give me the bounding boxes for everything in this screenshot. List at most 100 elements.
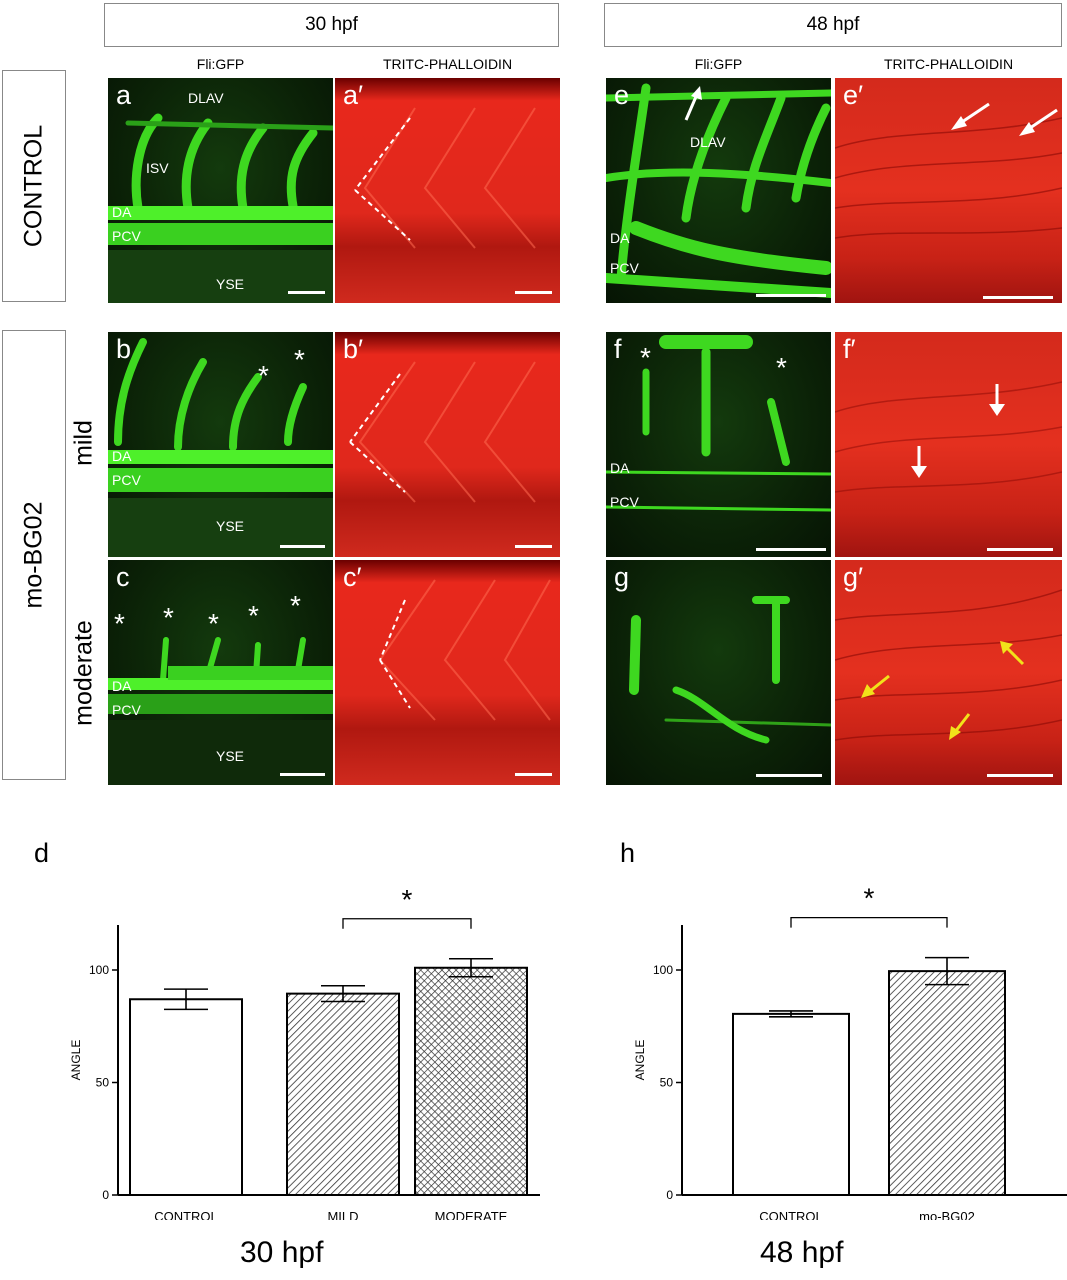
row-label-mild-text: mild [69,419,98,466]
label-da: DA [610,230,630,246]
asterisk: * [208,608,219,639]
panel-letter: f′ [843,334,856,364]
category-label: CONTROL [154,1209,218,1220]
panel-e2-phalloidin-control-48: e′ [835,78,1062,303]
scale-bar [515,773,552,776]
panel-letter: b [116,334,132,364]
y-tick-label: 0 [102,1188,109,1202]
arrow-icon [951,102,990,130]
y-axis-title: ANGLE [69,1040,83,1081]
panel-f2-phalloidin-mild-48: f′ [835,332,1062,557]
panel-letter: e′ [843,80,864,110]
bar [286,992,400,1196]
label-pcv: PCV [112,702,141,718]
y-tick-label: 100 [89,963,109,977]
arrow-icon [911,446,927,478]
scale-bar [756,774,822,777]
significance-bracket [342,918,472,929]
label-da: DA [112,204,132,220]
asterisk: * [776,352,787,383]
bar [129,998,243,1196]
panel-f-fli-mild-48: f * * DA PCV [606,332,831,557]
category-label: CONTROL [759,1209,823,1220]
scale-bar [515,545,552,548]
bar [732,1012,850,1196]
chart-d-30hpf-angle: 0 50 100 ANGLE CONTROL MILD MODERATE * [69,884,540,1220]
asterisk: * [248,600,259,631]
label-yse: YSE [216,748,245,764]
label-pcv: PCV [610,494,639,510]
arrow-icon [684,86,702,121]
panel-letter: f [614,334,622,364]
yellow-arrow-icon [861,674,890,698]
col-header-fli-48: Fli:GFP [694,56,743,72]
label-pcv: PCV [610,260,639,276]
category-label: MODERATE [435,1209,508,1220]
label-pcv: PCV [112,228,141,244]
scale-bar [288,291,325,294]
panel-b-fli-mild-30: b * * DA PCV YSE [108,332,333,557]
bar [414,966,528,1196]
scale-bar [983,296,1053,299]
label-yse: YSE [216,276,245,292]
muscle-graphic [354,107,536,249]
muscle-graphic [349,361,536,503]
panel-letter: a [116,80,132,110]
muscle-graphic [835,589,1062,741]
scale-bar [280,773,325,776]
muscle-graphic [835,381,1062,493]
panel-letter: b′ [343,334,364,364]
label-da: DA [112,678,132,694]
row-label-mild: mild [62,330,106,555]
y-tick-label: 0 [666,1188,673,1202]
label-yse: YSE [216,518,245,534]
scale-bar [987,548,1053,551]
col-header-phalloidin-48: TRITC-PHALLOIDIN [883,56,1014,72]
scale-bar [987,774,1053,777]
header-48hpf: 48 hpf [604,3,1062,47]
col-header-fli-30: Fli:GFP [196,56,245,72]
panel-c2-phalloidin-moderate-30: c′ [335,560,560,785]
row-label-moderate: moderate [62,560,106,785]
row-label-morphant-text: mo-BG02 [19,501,48,609]
significance-asterisk: * [402,884,413,915]
panel-letter: c′ [343,562,362,592]
asterisk: * [258,360,269,391]
scale-bar [280,545,325,548]
vessel-graphic [629,596,831,744]
significance-asterisk: * [864,883,875,914]
significance-bracket [790,916,948,928]
label-da: DA [112,448,132,464]
y-tick-label: 50 [660,1076,674,1090]
chart-h-caption: 48 hpf [760,1236,844,1269]
panel-g2-phalloidin-moderate-48: g′ [835,560,1062,785]
label-dlav: DLAV [188,90,224,106]
asterisk: * [640,342,651,373]
scale-bar [756,548,826,551]
panel-c-fli-moderate-30: c * * * * * DA PCV YSE [108,560,333,785]
vessel-graphic [108,338,333,557]
row-label-control: CONTROL [2,70,66,302]
asterisk: * [290,590,301,621]
scale-bar [515,291,552,294]
asterisk: * [114,608,125,639]
yellow-arrow-icon [1000,641,1025,666]
muscle-graphic [378,579,551,721]
header-30hpf: 30 hpf [104,3,559,47]
col-header-phalloidin-30: TRITC-PHALLOIDIN [382,56,513,72]
row-label-moderate-text: moderate [69,619,98,726]
arrow-icon [989,384,1005,416]
y-tick-label: 100 [653,963,673,977]
y-axis-title: ANGLE [633,1040,647,1081]
panel-g-fli-moderate-48: g [606,560,831,785]
label-isv: ISV [146,160,169,176]
yellow-arrow-icon [949,713,971,740]
panel-e-fli-control-48: e DLAV DA PCV [606,78,831,303]
vessel-graphic [606,83,831,298]
panel-letter-d: d [34,838,50,868]
panel-letter: e [614,80,630,110]
arrow-icon [1019,108,1058,136]
scale-bar [756,294,826,297]
panel-a2-phalloidin-control-30: a′ [335,78,560,303]
panel-letter: c [116,562,130,592]
